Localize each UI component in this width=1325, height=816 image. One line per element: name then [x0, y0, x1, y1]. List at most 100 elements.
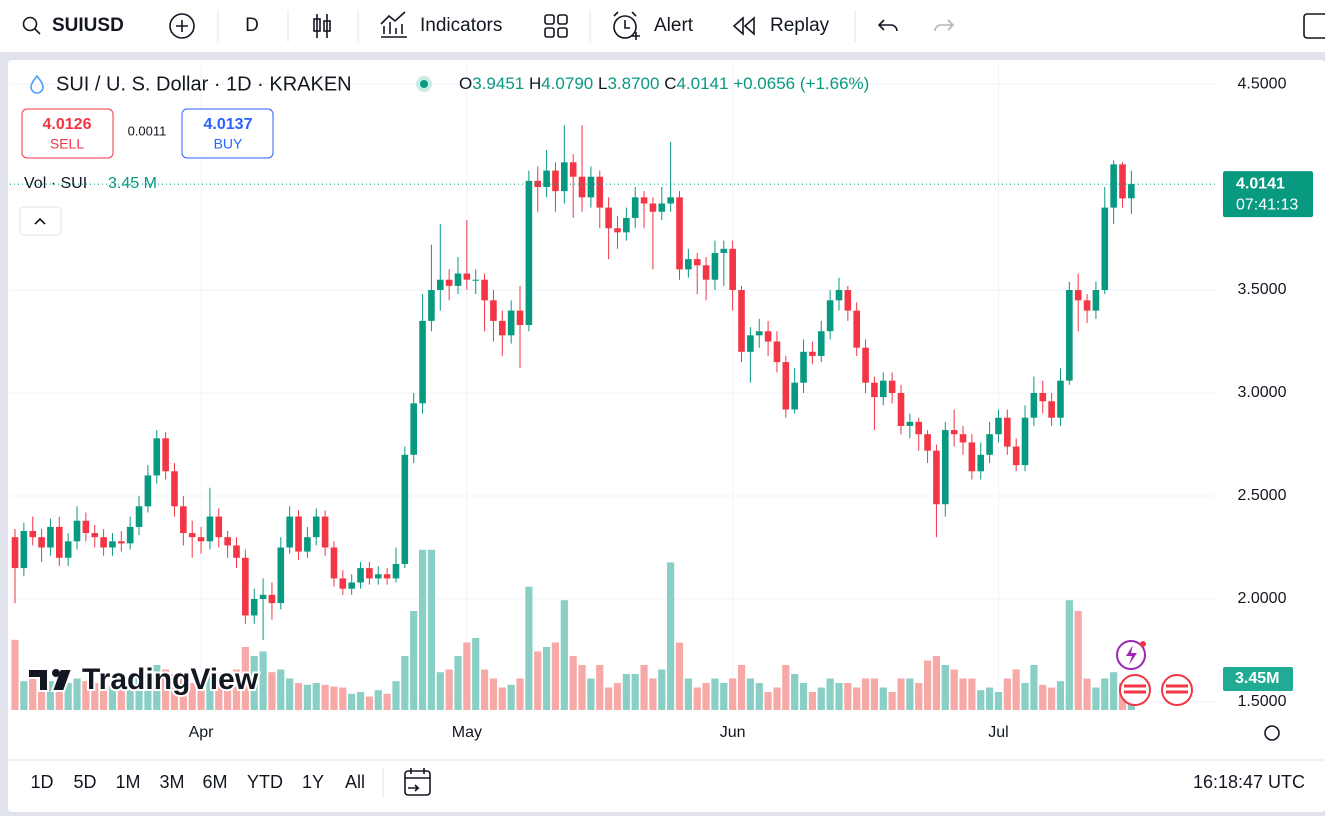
- volume-bar: [1048, 687, 1056, 710]
- volume-bar: [91, 683, 99, 710]
- redo-button[interactable]: [934, 19, 955, 32]
- candle-body: [268, 594, 276, 604]
- last-price-tag: [1223, 171, 1313, 218]
- economic-event[interactable]: [1119, 674, 1151, 706]
- volume-bar: [46, 681, 55, 710]
- candle-body: [720, 248, 728, 253]
- volume-bar: [631, 674, 639, 710]
- grid-icon: [557, 14, 568, 25]
- buy-label: BUY: [214, 136, 243, 152]
- replay-button[interactable]: Replay: [732, 15, 830, 36]
- sell-price: 4.0126: [43, 116, 92, 133]
- candle-body: [64, 541, 72, 558]
- volume-bar: [622, 674, 630, 710]
- market-status: [420, 80, 428, 88]
- candle-body: [118, 541, 125, 544]
- candle-body: [1012, 446, 1020, 466]
- volume-bar: [906, 678, 914, 710]
- candle-body: [1004, 417, 1011, 447]
- candle-body: [463, 273, 471, 280]
- volume-bar: [596, 665, 604, 710]
- sui-logo: [30, 74, 44, 94]
- volume-bar: [108, 684, 117, 710]
- volume-bar: [720, 683, 728, 710]
- alert-label: Alert: [654, 15, 694, 36]
- undo-button[interactable]: [877, 19, 898, 32]
- volume-bar: [64, 683, 72, 710]
- chart-type-button[interactable]: [313, 14, 331, 38]
- volume-bar: [162, 669, 170, 710]
- date-range-button[interactable]: [404, 768, 431, 796]
- clock: 16:18:47 UTC: [1193, 772, 1305, 792]
- volume-bar: [675, 642, 684, 710]
- watermark: TradingView: [27, 661, 261, 698]
- candle-body: [242, 557, 249, 616]
- candle-body: [259, 594, 267, 599]
- volume-bar: [179, 678, 187, 710]
- candle-body: [587, 176, 595, 198]
- volume-bar: [932, 656, 941, 710]
- volume-bar: [153, 665, 161, 710]
- compare-button[interactable]: [169, 13, 195, 39]
- grid-icon: [557, 27, 568, 38]
- volume-bar: [737, 665, 746, 710]
- candle-body: [180, 506, 187, 534]
- collapse-button[interactable]: [19, 206, 62, 236]
- layout-button[interactable]: [1303, 13, 1325, 39]
- range-button[interactable]: 1M: [115, 772, 140, 792]
- range-button[interactable]: All: [345, 772, 365, 792]
- volume-bar: [587, 678, 595, 710]
- candle-body: [1074, 290, 1082, 301]
- settings-button[interactable]: [1264, 725, 1280, 741]
- candle-body: [224, 537, 231, 546]
- volume-bar: [418, 549, 427, 710]
- volume-bar: [791, 674, 799, 710]
- volume-bar: [941, 665, 949, 710]
- candle-body: [569, 162, 577, 177]
- buy-price: 4.0137: [204, 116, 253, 133]
- calendar-icon: [404, 770, 431, 796]
- volume-bar: [436, 672, 444, 710]
- volume-bar: [1056, 681, 1065, 710]
- alert-button[interactable]: Alert: [613, 11, 694, 40]
- sell-button[interactable]: 4.0126 SELL: [21, 108, 114, 159]
- range-button[interactable]: 1D: [30, 772, 53, 792]
- candle-body: [826, 300, 834, 332]
- symbol-search[interactable]: SUIUSD: [22, 15, 124, 36]
- volume-bar: [135, 675, 143, 710]
- y-tick-label: 3.0000: [1238, 384, 1287, 401]
- range-button[interactable]: 6M: [202, 772, 227, 792]
- range-button[interactable]: 5D: [73, 772, 96, 792]
- range-button[interactable]: 1Y: [302, 772, 324, 792]
- volume-bar: [250, 656, 258, 710]
- flag-stripes: [1124, 684, 1188, 694]
- volume-bar: [321, 684, 329, 710]
- indicators-button[interactable]: Indicators: [380, 11, 502, 38]
- sell-label: SELL: [50, 136, 84, 152]
- volume-bar: [82, 681, 90, 710]
- search-icon: [34, 28, 41, 35]
- buy-button[interactable]: 4.0137 BUY: [181, 108, 274, 159]
- volume-bar: [986, 687, 994, 710]
- volume-bar: [613, 683, 622, 710]
- volume-bar: [711, 678, 719, 710]
- candle-body: [995, 417, 1002, 435]
- volume-bar: [206, 672, 214, 710]
- candle-body: [1119, 164, 1126, 199]
- range-button[interactable]: YTD: [247, 772, 283, 792]
- interval-button[interactable]: D: [245, 15, 259, 36]
- range-button[interactable]: 3M: [159, 772, 184, 792]
- candle-body: [374, 574, 382, 579]
- volume-bar: [144, 672, 152, 710]
- volume-bar: [29, 678, 37, 710]
- layouts-button[interactable]: [544, 14, 568, 38]
- candle-body: [809, 351, 816, 356]
- volume-value: 3.45 M: [108, 175, 157, 192]
- candle-body: [968, 442, 976, 472]
- economic-event[interactable]: [1161, 674, 1193, 706]
- volume-bar: [835, 683, 843, 710]
- volume-bar: [170, 674, 179, 710]
- volume-bar: [853, 687, 861, 710]
- volume-bar: [1101, 678, 1109, 710]
